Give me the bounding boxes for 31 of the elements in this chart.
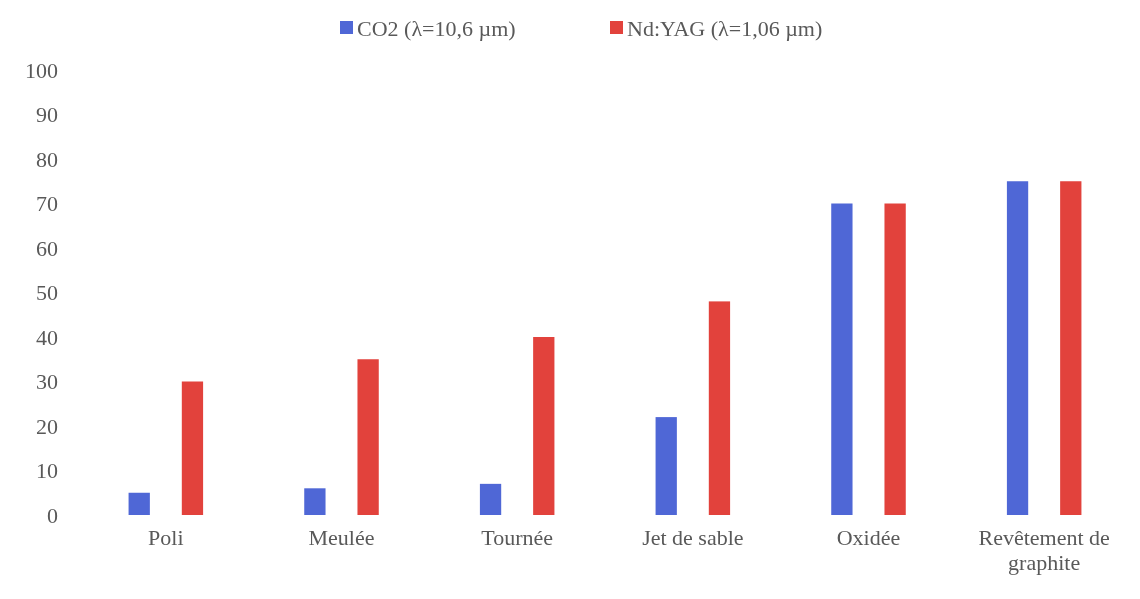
x-tick-label: Tournée — [481, 525, 554, 550]
x-tick-label: Oxidée — [836, 525, 901, 550]
y-tick-label: 30 — [36, 369, 58, 395]
y-tick-label: 80 — [36, 146, 58, 172]
x-tick-label: Meulée — [308, 525, 375, 550]
y-tick-label: 0 — [47, 502, 58, 528]
bar — [533, 337, 555, 515]
y-tick-label: 10 — [36, 458, 58, 484]
bar — [884, 203, 906, 515]
x-tick-label: Jet de sable — [642, 525, 744, 550]
y-tick-label: 100 — [25, 57, 58, 83]
x-tick-label: Revêtement de graphite — [978, 525, 1110, 575]
legend-label: Nd:YAG (λ=1,06 µm) — [627, 15, 823, 41]
bar — [1006, 181, 1029, 515]
legend-label: CO2 (λ=10,6 µm) — [357, 15, 516, 41]
bar — [655, 417, 677, 515]
y-tick-label: 50 — [36, 280, 58, 306]
bar — [181, 381, 204, 515]
y-tick-label: 70 — [36, 191, 58, 217]
bar — [831, 203, 853, 515]
y-tick-label: 60 — [36, 235, 58, 261]
bar — [357, 359, 379, 515]
bar — [1060, 181, 1082, 515]
bar — [479, 483, 502, 515]
bar — [128, 492, 150, 515]
x-tick-label: Poli — [148, 525, 184, 550]
y-tick-label: 40 — [36, 324, 58, 350]
y-tick-label: 90 — [36, 102, 58, 128]
bar — [304, 488, 326, 515]
y-tick-label: 20 — [36, 413, 58, 439]
bar — [708, 301, 731, 515]
